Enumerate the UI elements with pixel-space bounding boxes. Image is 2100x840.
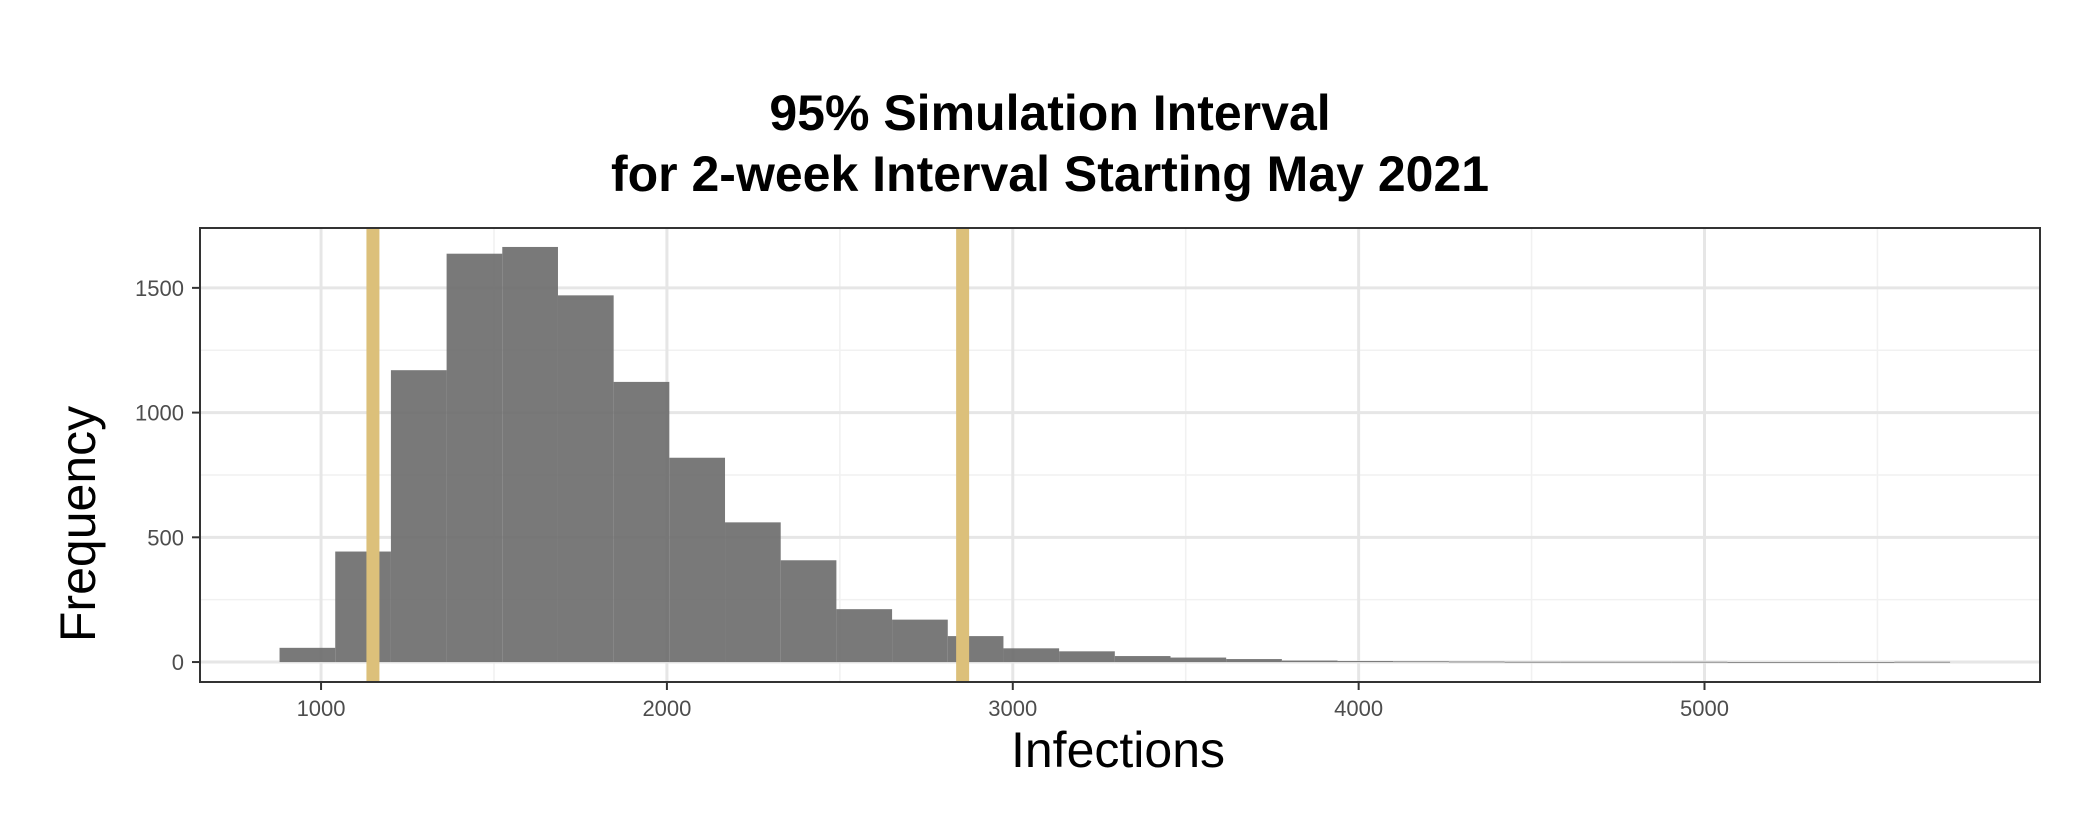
histogram-bar [1337,661,1394,663]
chart-title-line-2: for 2-week Interval Starting May 2021 [610,146,1490,202]
interval-lines [366,228,970,682]
histogram-bar [892,619,948,663]
x-tick-label: 5000 [1680,696,1729,721]
plot-panel-border [199,227,2041,683]
histogram-bar [1783,662,1839,663]
x-tick-label: 3000 [988,696,1037,721]
x-axis-label: Infections [1011,722,1225,778]
histogram-bar [669,457,726,663]
histogram-bar [836,609,893,663]
histogram-bar [390,370,447,663]
axis-ticks: 1000 2000 3000 4000 5000 0 500 1000 1500 [135,276,1729,721]
histogram-bar [1003,648,1060,663]
histogram-bar [1671,661,1728,663]
y-axis-label: Frequency [50,406,106,642]
y-tick-label: 1500 [135,276,184,301]
histogram-bar [1838,662,1895,663]
histogram-bar [1504,661,1561,663]
x-tick-label: 4000 [1334,696,1383,721]
histogram-bar [502,246,558,663]
histogram-bar [1281,660,1338,663]
histogram-bar [1727,662,1784,663]
x-tick-label: 2000 [642,696,691,721]
histogram-bar [279,647,336,663]
y-tick-label: 500 [147,525,184,550]
chart-title-line-1: 95% Simulation Interval [769,85,1331,141]
histogram-bar [1059,651,1115,663]
histogram-bar [1448,661,1505,663]
histogram-bar [947,636,1004,663]
histogram-bar [1894,661,1951,663]
histogram-bar [1393,661,1449,663]
histogram-bar [1114,656,1171,663]
histogram-bar [1615,661,1672,663]
histogram-bar [335,551,391,663]
x-tick-label: 1000 [297,696,346,721]
histogram-bar [780,560,837,663]
histogram-bar [1226,659,1282,663]
histogram-bar [725,522,781,663]
histogram-bar [557,295,614,663]
histogram-bar [1170,657,1227,663]
y-tick-label: 0 [172,650,184,675]
histogram-bar [1560,661,1616,663]
histogram-bar [446,253,503,663]
histogram-bar [613,381,670,663]
histogram-bars [279,246,1951,663]
y-tick-label: 1000 [135,401,184,426]
